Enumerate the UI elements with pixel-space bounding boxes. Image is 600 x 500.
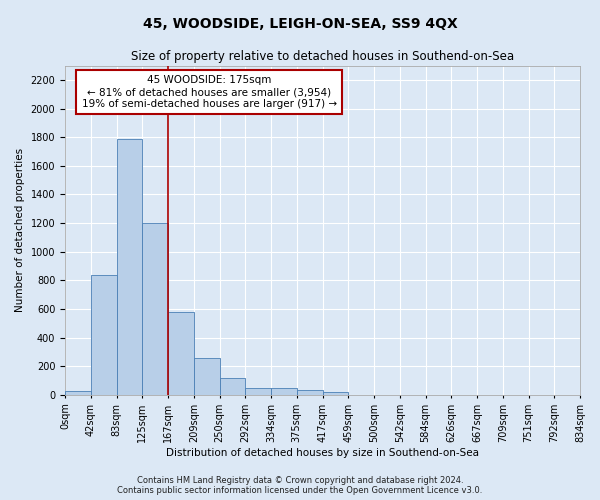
Text: 45, WOODSIDE, LEIGH-ON-SEA, SS9 4QX: 45, WOODSIDE, LEIGH-ON-SEA, SS9 4QX (143, 18, 457, 32)
Bar (142, 223, 168, 395)
Bar (323, 392, 348, 395)
Bar (297, 390, 323, 395)
Bar (168, 312, 194, 395)
Bar (65, 392, 91, 395)
Bar (116, 138, 142, 395)
Title: Size of property relative to detached houses in Southend-on-Sea: Size of property relative to detached ho… (131, 50, 514, 63)
Text: Contains HM Land Registry data © Crown copyright and database right 2024.
Contai: Contains HM Land Registry data © Crown c… (118, 476, 482, 495)
Text: 45 WOODSIDE: 175sqm
← 81% of detached houses are smaller (3,954)
19% of semi-det: 45 WOODSIDE: 175sqm ← 81% of detached ho… (82, 76, 337, 108)
Bar (220, 378, 245, 395)
Bar (245, 388, 271, 395)
X-axis label: Distribution of detached houses by size in Southend-on-Sea: Distribution of detached houses by size … (166, 448, 479, 458)
Y-axis label: Number of detached properties: Number of detached properties (15, 148, 25, 312)
Bar (91, 274, 116, 395)
Bar (271, 388, 297, 395)
Bar (194, 358, 220, 395)
